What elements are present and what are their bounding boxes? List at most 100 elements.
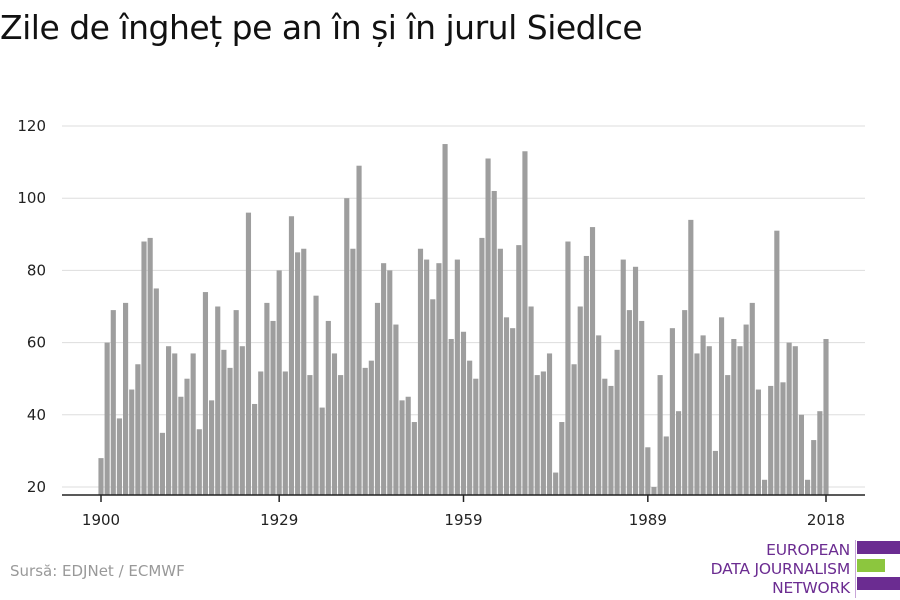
- bar: [503, 317, 510, 495]
- bar: [387, 270, 393, 495]
- bar: [811, 440, 817, 495]
- bar: [798, 414, 804, 495]
- bar: [632, 266, 639, 495]
- bar: [639, 320, 645, 495]
- source-note: Sursă: EDJNet / ECMWF: [10, 562, 185, 580]
- bar: [307, 375, 313, 495]
- bar: [153, 288, 159, 495]
- bar: [313, 295, 319, 495]
- bar: [233, 310, 239, 495]
- chart-title: Zile de îngheț pe an în și în jurul Sied…: [0, 8, 643, 47]
- y-tick-label: 100: [17, 189, 46, 207]
- bar: [411, 422, 417, 495]
- bar: [534, 375, 540, 495]
- bar: [559, 422, 565, 495]
- bar: [331, 353, 338, 495]
- bar: [276, 270, 282, 495]
- bar: [147, 237, 153, 495]
- bar: [645, 447, 651, 495]
- bar: [657, 375, 663, 495]
- x-tick-label: 1929: [260, 511, 298, 529]
- bar-chart: 20 40 60 80 100 120 1900 1929 1959 1989 2018: [17, 117, 865, 529]
- bar: [215, 306, 221, 495]
- bar: [350, 248, 356, 495]
- bar: [473, 378, 479, 495]
- logo-purple-bar-bottom: [857, 577, 900, 590]
- bar: [786, 342, 792, 495]
- bar: [116, 418, 123, 495]
- bar: [467, 360, 473, 495]
- x-tick-label: 1989: [629, 511, 667, 529]
- bar: [737, 346, 743, 495]
- x-tick-label: 2018: [807, 511, 845, 529]
- bar: [761, 479, 768, 495]
- y-tick-label: 40: [27, 406, 46, 424]
- bar: [688, 219, 694, 496]
- y-tick-label: 20: [27, 478, 46, 496]
- bar: [239, 346, 245, 495]
- bar: [528, 306, 534, 495]
- bar: [522, 151, 528, 495]
- bar: [823, 338, 829, 495]
- y-tick-label: 120: [17, 117, 46, 135]
- bar: [510, 328, 516, 495]
- bar: [755, 389, 761, 495]
- bar: [596, 335, 602, 495]
- bar: [368, 360, 374, 495]
- bar: [209, 400, 215, 495]
- bar: [184, 378, 190, 495]
- bar: [546, 353, 553, 495]
- bar: [190, 353, 196, 495]
- bar: [620, 259, 626, 495]
- bar: [135, 364, 141, 495]
- bar: [651, 487, 657, 495]
- bar: [178, 396, 184, 495]
- bar: [589, 227, 596, 495]
- bar: [792, 346, 798, 495]
- bar: [245, 212, 252, 495]
- logo-line-european: EUROPEAN: [766, 541, 850, 559]
- bar: [356, 165, 362, 495]
- bar: [129, 389, 135, 495]
- bar: [497, 248, 503, 495]
- bar: [614, 349, 620, 495]
- bar: [571, 364, 577, 495]
- bar: [123, 302, 129, 495]
- bar: [196, 429, 202, 495]
- bar: [448, 338, 454, 495]
- bar: [430, 299, 436, 495]
- bar: [460, 331, 467, 495]
- bar: [288, 216, 295, 495]
- bar: [663, 436, 669, 495]
- bar: [817, 411, 823, 495]
- bar: [706, 346, 712, 495]
- bar: [282, 371, 288, 495]
- edjnet-logo[interactable]: EUROPEAN DATA JOURNALISM NETWORK: [700, 540, 900, 598]
- bar: [301, 248, 307, 495]
- bar: [221, 349, 227, 495]
- bar: [768, 385, 774, 495]
- bar: [325, 320, 331, 495]
- bar: [374, 302, 381, 495]
- bar: [675, 411, 682, 495]
- bar: [602, 378, 608, 495]
- bar: [264, 302, 270, 495]
- bar: [338, 375, 344, 495]
- bar: [424, 259, 430, 495]
- bar: [202, 292, 209, 495]
- bar: [712, 450, 718, 495]
- bar: [319, 407, 325, 495]
- bar: [577, 306, 583, 495]
- bar: [344, 198, 350, 495]
- bar: [454, 259, 460, 495]
- bar: [270, 320, 276, 495]
- bar: [682, 310, 688, 495]
- logo-line-network: NETWORK: [772, 579, 850, 597]
- bar: [381, 263, 387, 495]
- bar: [399, 400, 405, 495]
- bar: [227, 367, 233, 495]
- bar: [553, 472, 559, 495]
- logo-line-data-journalism: DATA JOURNALISM: [710, 560, 851, 578]
- bar: [780, 382, 786, 495]
- bar: [749, 302, 755, 495]
